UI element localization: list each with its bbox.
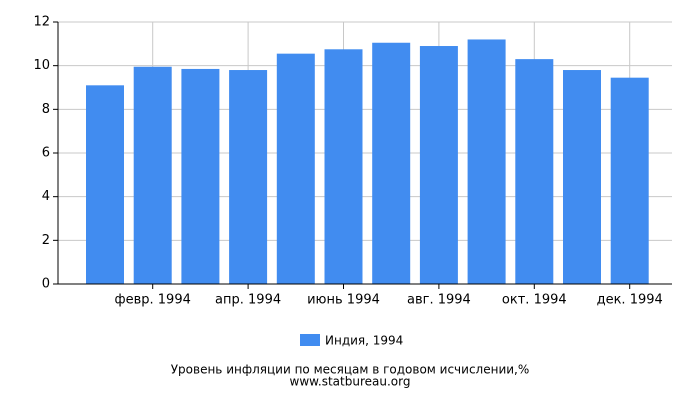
legend-label: Индия, 1994 xyxy=(325,334,403,348)
bar xyxy=(467,39,506,284)
y-tick-label: 10 xyxy=(33,58,50,73)
x-tick-label: дек. 1994 xyxy=(597,293,663,308)
y-tick-label: 8 xyxy=(42,102,50,117)
y-tick-label: 2 xyxy=(42,233,50,248)
x-tick-label: февр. 1994 xyxy=(115,293,191,308)
chart-title: Уровень инфляции по месяцам в годовом ис… xyxy=(171,363,530,377)
chart-source: www.statbureau.org xyxy=(290,375,411,389)
bar xyxy=(563,70,601,285)
y-tick-label: 12 xyxy=(33,15,50,30)
bar xyxy=(515,59,554,284)
bar xyxy=(419,46,458,285)
bar xyxy=(324,49,363,284)
bar xyxy=(181,68,220,284)
x-tick-label: июнь 1994 xyxy=(307,293,380,308)
bar xyxy=(229,70,268,285)
bar xyxy=(276,53,315,285)
x-tick-label: авг. 1994 xyxy=(407,293,471,308)
x-tick-label: апр. 1994 xyxy=(215,293,281,308)
bar xyxy=(133,66,172,284)
y-tick-label: 4 xyxy=(42,189,50,204)
y-tick-label: 0 xyxy=(42,277,50,292)
bar xyxy=(86,85,124,284)
bar xyxy=(610,77,649,284)
legend-swatch xyxy=(300,334,320,346)
x-tick-label: окт. 1994 xyxy=(502,293,567,308)
bar xyxy=(372,42,411,284)
y-tick-label: 6 xyxy=(42,146,50,161)
